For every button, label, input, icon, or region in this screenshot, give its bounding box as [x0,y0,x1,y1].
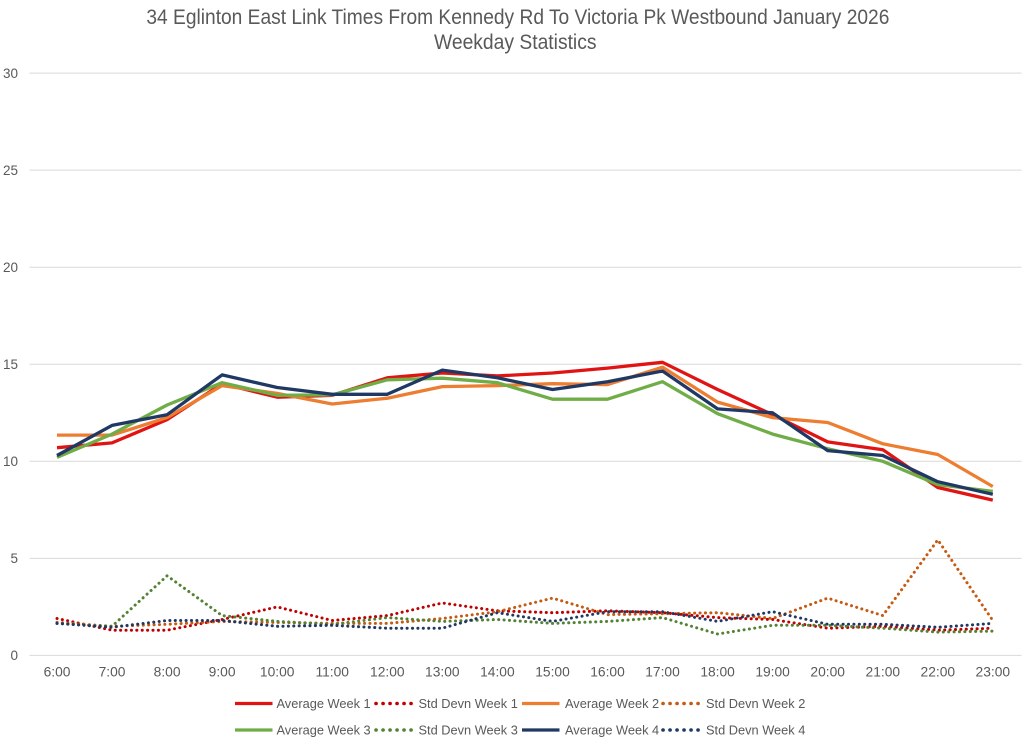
svg-text:13:00: 13:00 [425,665,460,680]
svg-text:25: 25 [3,163,18,178]
svg-text:17:00: 17:00 [645,665,680,680]
svg-text:Std Devn Week 3: Std Devn Week 3 [419,722,518,737]
svg-text:0: 0 [10,648,18,663]
svg-text:20:00: 20:00 [810,665,845,680]
svg-text:34 Eglinton East Link Times Fr: 34 Eglinton East Link Times From Kennedy… [146,6,889,29]
svg-text:21:00: 21:00 [866,665,901,680]
svg-text:23:00: 23:00 [976,665,1011,680]
svg-text:Average Week 3: Average Week 3 [277,722,371,737]
svg-text:15: 15 [3,357,18,372]
svg-text:7:00: 7:00 [99,665,126,680]
svg-text:22:00: 22:00 [921,665,956,680]
svg-text:11:00: 11:00 [315,665,349,680]
svg-text:18:00: 18:00 [700,665,735,680]
svg-text:Average Week 4: Average Week 4 [565,722,659,737]
svg-text:12:00: 12:00 [370,665,405,680]
svg-text:10:00: 10:00 [260,665,295,680]
svg-text:16:00: 16:00 [590,665,625,680]
svg-text:20: 20 [3,260,18,275]
svg-text:Average Week 1: Average Week 1 [277,696,371,711]
svg-text:Weekday Statistics: Weekday Statistics [434,31,597,54]
svg-text:Std Devn Week 4: Std Devn Week 4 [706,722,805,737]
svg-text:Std Devn Week 2: Std Devn Week 2 [706,696,805,711]
svg-text:9:00: 9:00 [209,665,236,680]
svg-text:Average Week 2: Average Week 2 [565,696,659,711]
svg-text:30: 30 [3,66,18,81]
svg-text:8:00: 8:00 [154,665,181,680]
svg-text:6:00: 6:00 [44,665,71,680]
svg-text:15:00: 15:00 [535,665,570,680]
svg-text:5: 5 [10,551,18,566]
svg-text:14:00: 14:00 [480,665,515,680]
svg-text:19:00: 19:00 [755,665,790,680]
svg-text:Std Devn Week 1: Std Devn Week 1 [419,696,518,711]
svg-text:10: 10 [3,454,18,469]
